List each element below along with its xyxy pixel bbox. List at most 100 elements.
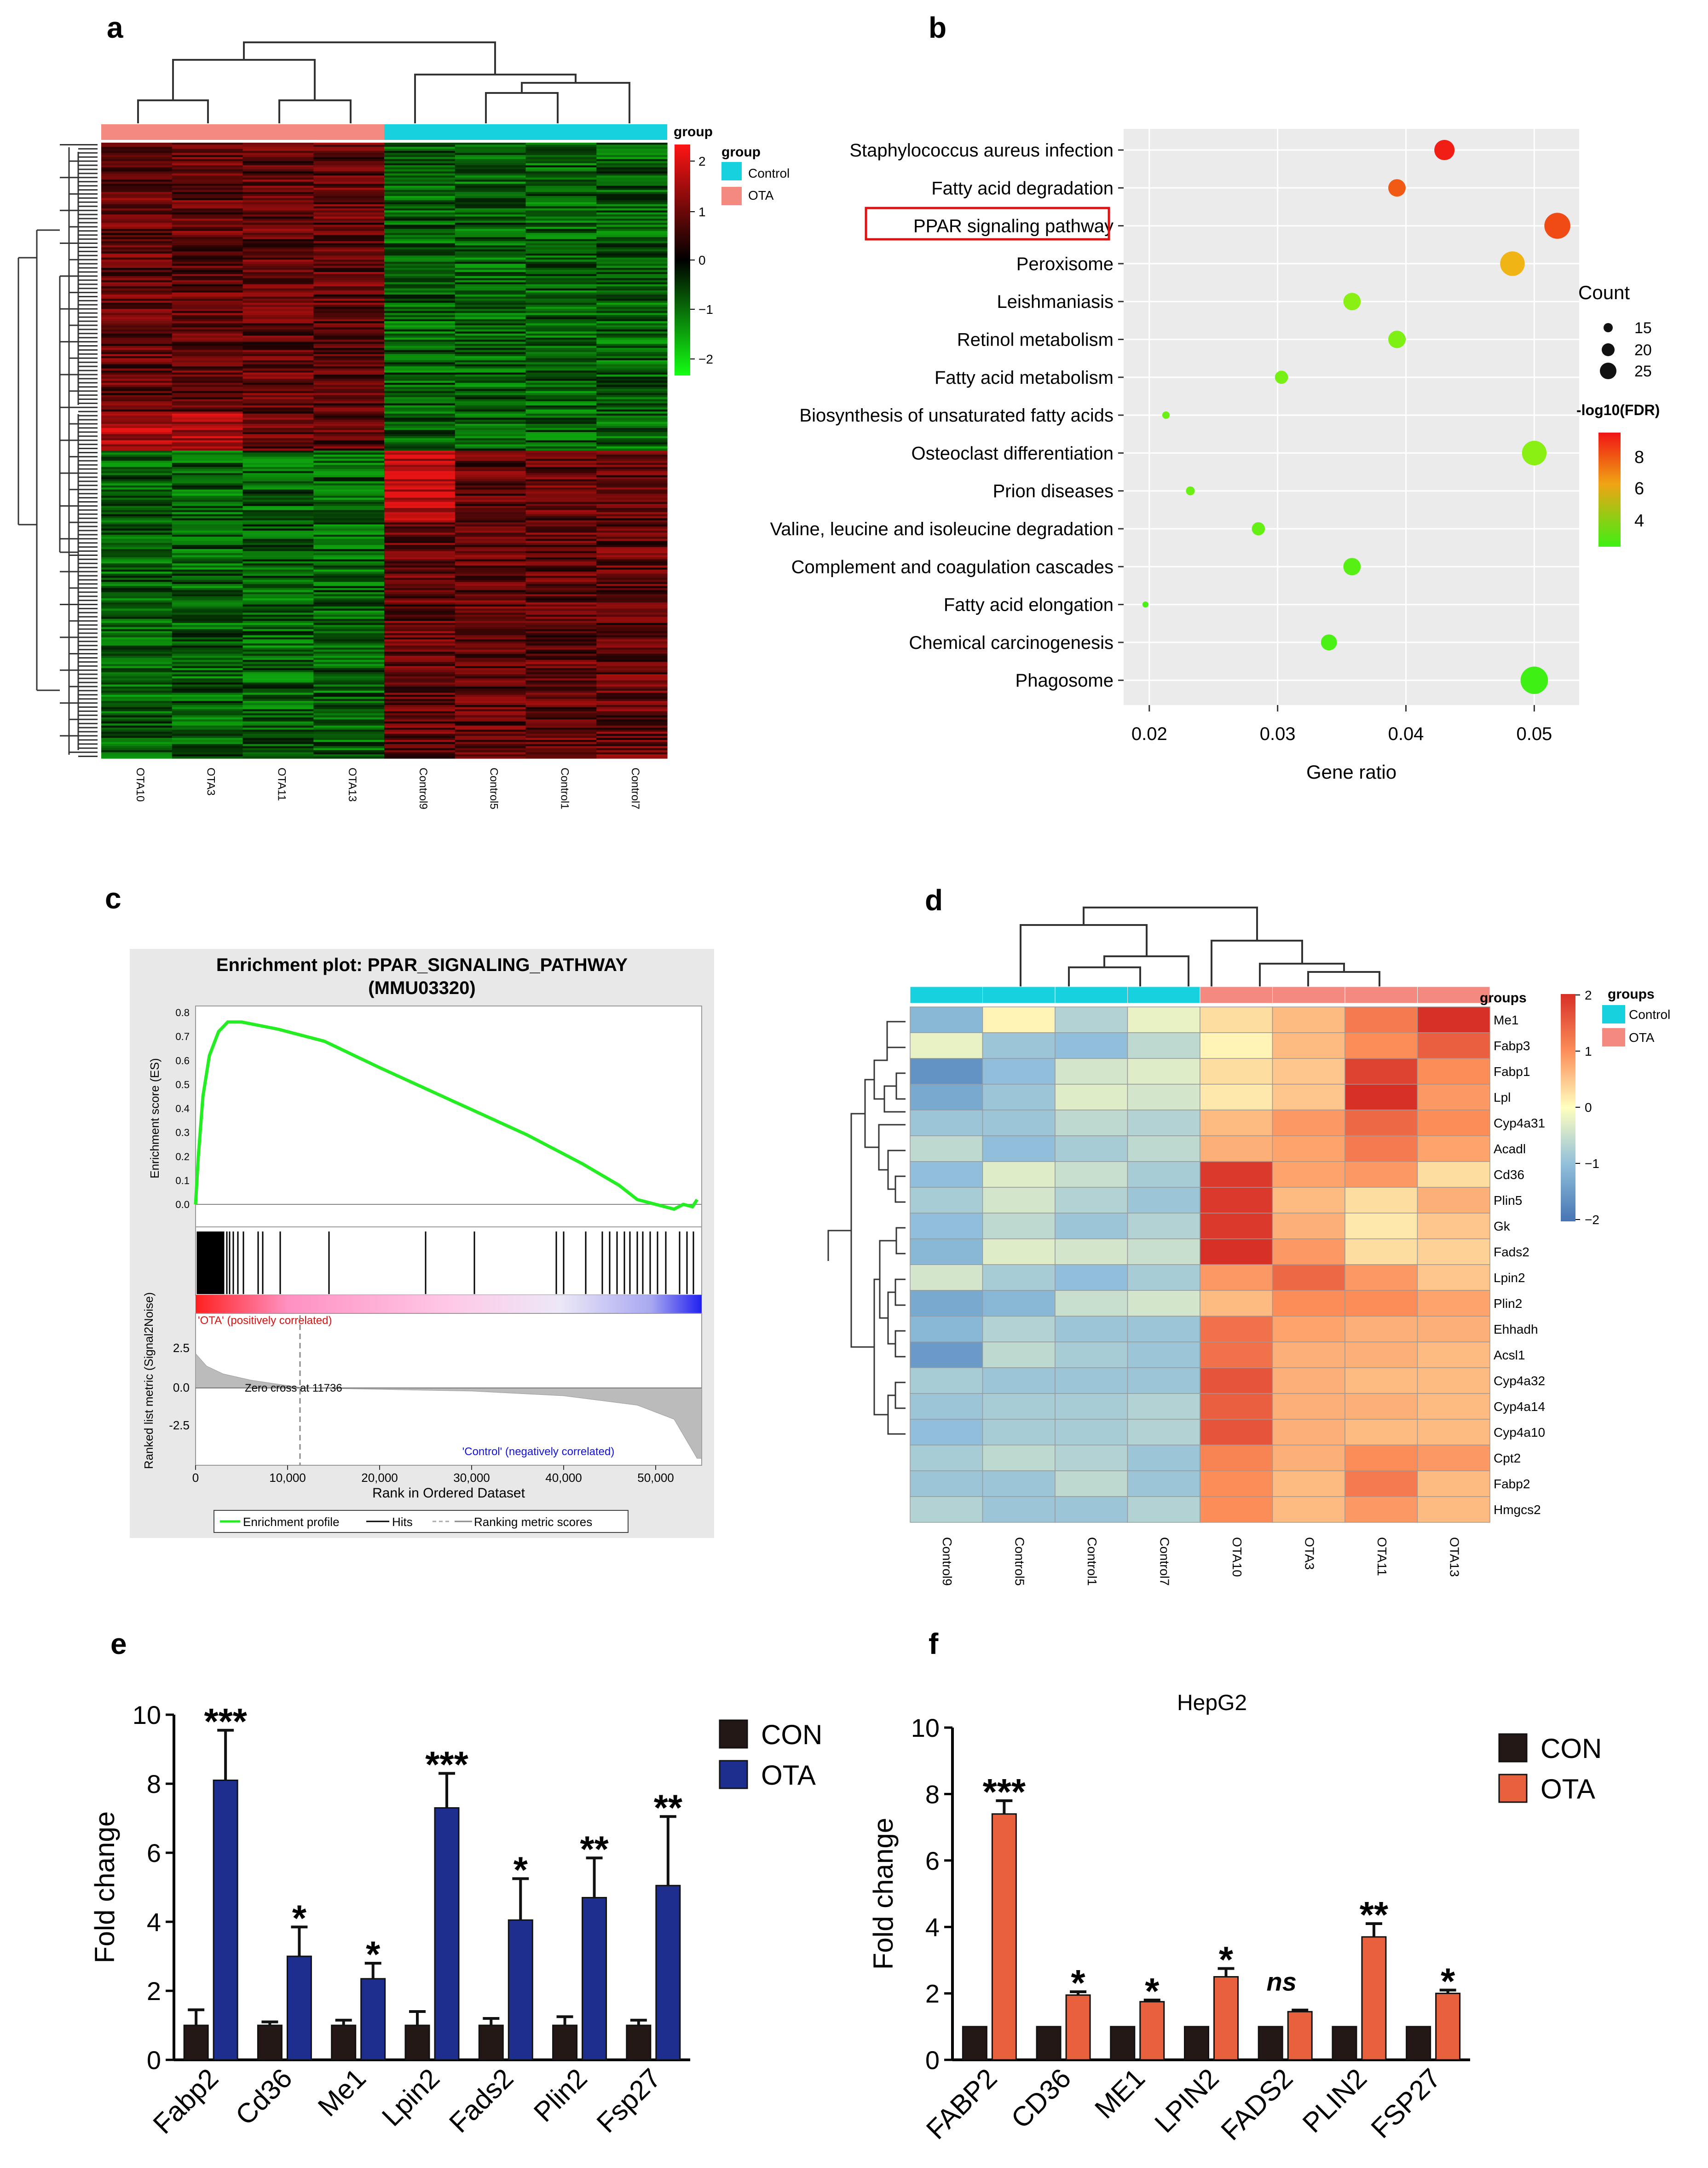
- heatmap-a-cell: [242, 530, 314, 533]
- heatmap-a-cell: [525, 701, 597, 704]
- heatmap-a-cell: [525, 641, 597, 644]
- heatmap-d-cell: [1344, 1187, 1418, 1214]
- heatmap-a-cell: [313, 610, 385, 613]
- heatmap-a-cell: [384, 200, 456, 202]
- scale-tick-label-d: 2: [1585, 988, 1592, 1002]
- heatmap-a-cell: [242, 153, 314, 156]
- heatmap-a-cell: [101, 625, 173, 628]
- heatmap-a-cell: [384, 198, 456, 201]
- heatmap-d-cell: [910, 1238, 983, 1265]
- heatmap-a-cell: [384, 477, 456, 480]
- heatmap-a-cell: [384, 212, 456, 215]
- heatmap-d-cell: [1344, 1290, 1418, 1317]
- heatmap-a-cell: [172, 563, 243, 566]
- heatmap-a-cell: [596, 649, 668, 652]
- heatmap-a-cell: [596, 177, 668, 180]
- heatmap-a-cell: [242, 586, 314, 589]
- heatmap-a-cell: [172, 239, 243, 242]
- heatmap-a-cell: [525, 301, 597, 303]
- heatmap-a-cell: [525, 194, 597, 197]
- gene-label: Hmgcs2: [1494, 1503, 1541, 1517]
- heatmap-a-cell: [525, 705, 597, 708]
- heatmap-a-cell: [313, 436, 385, 439]
- heatmap-a-cell: [596, 315, 668, 318]
- heatmap-a-cell: [242, 272, 314, 275]
- heatmap-a-cell: [384, 226, 456, 229]
- heatmap-a-cell: [101, 153, 173, 156]
- heatmap-a-cell: [313, 391, 385, 393]
- heatmap-a-cell: [525, 623, 597, 625]
- heatmap-a-cell: [172, 313, 243, 316]
- heatmap-a-cell: [172, 711, 243, 714]
- heatmap-a-cell: [101, 520, 173, 523]
- heatmap-a-cell: [596, 448, 668, 451]
- heatmap-a-cell: [596, 707, 668, 710]
- heatmap-a-cell: [313, 368, 385, 371]
- heatmap-a-cell: [101, 155, 173, 157]
- heatmap-a-cell: [242, 422, 314, 424]
- heatmap-d-cell: [1272, 1367, 1345, 1394]
- heatmap-a-cell: [313, 374, 385, 377]
- heatmap-a-cell: [596, 717, 668, 720]
- heatmap-a-cell: [596, 387, 668, 389]
- heatmap-a-cell: [596, 467, 668, 469]
- heatmap-a-cell: [525, 559, 597, 562]
- heatmap-a-cell: [525, 163, 597, 166]
- heatmap-a-cell: [455, 331, 526, 334]
- category-label: FABP2: [920, 2063, 1003, 2145]
- dot-point: [1275, 370, 1288, 384]
- heatmap-a-cell: [313, 688, 385, 691]
- heatmap-a-cell: [525, 682, 597, 685]
- heatmap-a-cell: [455, 329, 526, 332]
- heatmap-a-cell: [596, 426, 668, 428]
- heatmap-a-cell: [525, 598, 597, 601]
- enrichment-profile-line: [194, 1020, 698, 1211]
- y-tick-label: 6: [925, 1846, 940, 1875]
- bar-ota: [360, 1978, 386, 2061]
- heatmap-a-cell: [525, 282, 597, 285]
- heatmap-a-cell: [172, 506, 243, 509]
- heatmap-a-cell: [525, 524, 597, 527]
- heatmap-a-cell: [101, 680, 173, 683]
- heatmap-a-cell: [596, 537, 668, 539]
- heatmap-a-cell: [313, 664, 385, 666]
- row-dendrogram: [17, 144, 98, 757]
- heatmap-a-cell: [242, 286, 314, 289]
- heatmap-a-cell: [525, 229, 597, 231]
- heatmap-a-cell: [596, 444, 668, 447]
- rank-tick-label: 20,000: [361, 1471, 398, 1485]
- heatmap-a-cell: [172, 331, 243, 334]
- rank-tick-label: 50,000: [637, 1471, 674, 1485]
- heatmap-a-cell: [596, 458, 668, 461]
- y-tick-label: 10: [133, 1700, 161, 1729]
- sample-label-d: OTA10: [1230, 1537, 1244, 1577]
- heatmap-a-cell: [313, 190, 385, 192]
- heatmap-a-cell: [525, 541, 597, 543]
- category-label: Cd36: [230, 2063, 298, 2131]
- heatmap-a-cell: [596, 613, 668, 615]
- heatmap-a-cell: [313, 306, 385, 309]
- heatmap-a-cell: [172, 518, 243, 521]
- heatmap-a-cell: [455, 461, 526, 463]
- heatmap-a-cell: [242, 572, 314, 574]
- heatmap-a-cell: [384, 493, 456, 496]
- heatmap-a-cell: [101, 251, 173, 254]
- heatmap-a-cell: [596, 664, 668, 666]
- term-label: Peroxisome: [1016, 254, 1114, 274]
- heatmap-a-cell: [384, 643, 456, 646]
- heatmap-a-cell: [313, 266, 385, 268]
- heatmap-a-cell: [172, 426, 243, 428]
- heatmap-a-cell: [313, 454, 385, 457]
- heatmap-a-cell: [313, 508, 385, 510]
- heatmap-a-cell: [242, 325, 314, 328]
- heatmap-a-cell: [525, 319, 597, 322]
- heatmap-a-cell: [242, 233, 314, 236]
- heatmap-a-cell: [313, 416, 385, 418]
- heatmap-a-cell: [525, 169, 597, 172]
- heatmap-a-cell: [525, 397, 597, 400]
- heatmap-a-cell: [455, 146, 526, 149]
- heatmap-a-cell: [313, 389, 385, 392]
- heatmap-a-cell: [384, 555, 456, 558]
- heatmap-a-cell: [172, 532, 243, 535]
- heatmap-a-cell: [101, 746, 173, 749]
